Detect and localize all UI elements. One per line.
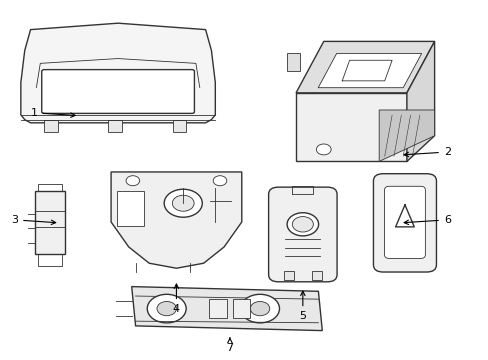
Circle shape: [316, 144, 330, 155]
Bar: [232, 299, 250, 318]
Polygon shape: [318, 53, 421, 88]
FancyBboxPatch shape: [41, 69, 194, 113]
Polygon shape: [378, 110, 434, 161]
Circle shape: [292, 217, 313, 232]
Bar: [283, 271, 293, 280]
Text: 2: 2: [403, 147, 450, 157]
Circle shape: [172, 195, 194, 211]
Polygon shape: [406, 41, 434, 161]
Bar: [209, 299, 226, 318]
FancyBboxPatch shape: [384, 186, 425, 258]
Circle shape: [164, 189, 202, 217]
Text: 1: 1: [30, 108, 75, 118]
Circle shape: [286, 213, 318, 236]
Circle shape: [250, 301, 269, 316]
Polygon shape: [295, 41, 434, 93]
Circle shape: [147, 294, 186, 323]
Text: 5: 5: [299, 291, 305, 321]
Text: 4: 4: [173, 284, 180, 314]
Bar: [44, 120, 58, 132]
Bar: [108, 120, 122, 132]
Text: 7: 7: [226, 338, 233, 354]
Circle shape: [240, 294, 279, 323]
Bar: [172, 120, 186, 132]
Polygon shape: [295, 93, 406, 161]
Circle shape: [126, 176, 140, 186]
FancyBboxPatch shape: [268, 187, 336, 282]
Polygon shape: [131, 287, 322, 330]
Bar: [35, 192, 64, 254]
Bar: [116, 191, 143, 226]
Bar: [311, 271, 322, 280]
Polygon shape: [21, 23, 215, 123]
Text: 3: 3: [11, 215, 56, 225]
Polygon shape: [111, 172, 241, 268]
Text: 6: 6: [403, 215, 450, 225]
Bar: [286, 53, 299, 71]
Circle shape: [157, 301, 176, 316]
FancyBboxPatch shape: [373, 174, 436, 272]
Circle shape: [213, 176, 226, 186]
